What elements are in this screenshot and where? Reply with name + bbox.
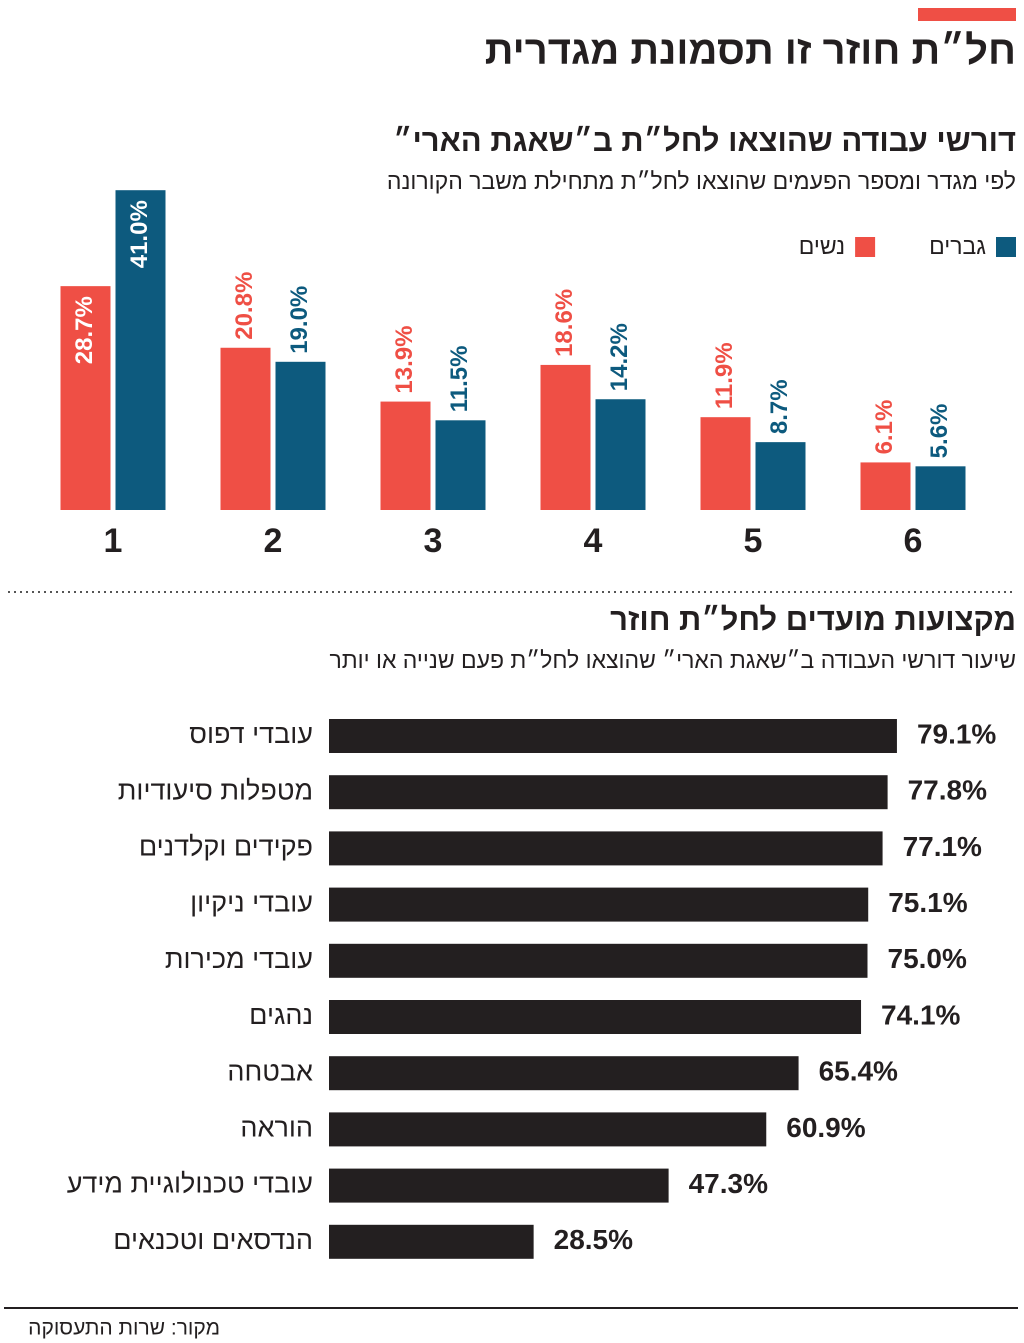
- source: מקור: שרות התעסוקה: [28, 1317, 220, 1340]
- category-label: הנדסאים וטכנאים: [113, 1225, 313, 1255]
- x-tick-label: 2: [264, 522, 283, 560]
- value-label: 11.9%: [711, 342, 738, 409]
- value-label: 5.6%: [926, 404, 953, 459]
- legend-label: גברים: [929, 233, 986, 259]
- value-label: 28.7%: [71, 296, 98, 364]
- value-label: 11.5%: [446, 346, 473, 413]
- category-label: עובדי מכירות: [165, 944, 313, 974]
- chart-subtitle: שיעור דורשי העבודה ב״שאגת הארי״ שהוצאו ל…: [329, 647, 1016, 673]
- page-title: חל״ת חוזר זו תסמונת מגדרית: [485, 29, 1016, 73]
- bar: [220, 347, 271, 510]
- bar: [329, 719, 897, 753]
- bar: [700, 417, 751, 510]
- bar: [329, 1168, 669, 1203]
- category-label: הוראה: [240, 1113, 313, 1143]
- legend-swatch: [855, 237, 876, 257]
- value-label: 65.4%: [819, 1056, 898, 1087]
- bar: [595, 399, 646, 510]
- value-label: 75.1%: [888, 887, 967, 918]
- bar: [860, 462, 911, 510]
- legend-swatch: [996, 237, 1016, 257]
- chart-subtitle: לפי מגדר ומספר הפעמים שהוצאו לחל״ת מתחיל…: [387, 168, 1016, 194]
- bar: [915, 466, 966, 510]
- value-label: 20.8%: [231, 272, 258, 340]
- bar: [329, 887, 869, 922]
- value-label: 19.0%: [286, 286, 313, 354]
- category-label: עובדי דפוס: [189, 719, 313, 749]
- x-tick-label: 5: [744, 522, 763, 560]
- legend-label: נשים: [799, 233, 845, 259]
- value-label: 79.1%: [917, 718, 996, 749]
- value-label: 14.2%: [606, 323, 633, 391]
- accent-bar: [918, 8, 1016, 21]
- value-label: 28.5%: [554, 1224, 633, 1255]
- bar: [115, 190, 166, 510]
- value-label: 47.3%: [689, 1168, 768, 1199]
- category-label: מטפלות סיעודיות: [118, 775, 313, 805]
- bar: [329, 1056, 799, 1091]
- value-label: 74.1%: [881, 999, 960, 1030]
- category-label: נהגים: [249, 1000, 313, 1030]
- bar: [329, 1224, 534, 1259]
- x-tick-label: 6: [904, 522, 923, 560]
- bar: [329, 831, 883, 866]
- value-label: 60.9%: [786, 1112, 865, 1143]
- chart-title: דורשי עבודה שהוצאו לחל״ת ב״שאגת הארי״: [393, 123, 1016, 158]
- x-tick-label: 4: [584, 522, 603, 560]
- bar: [755, 442, 806, 510]
- bar: [329, 1000, 862, 1034]
- bar: [329, 1112, 767, 1147]
- value-label: 41.0%: [126, 200, 153, 268]
- category-label: פקידים וקלדנים: [139, 832, 313, 862]
- value-label: 6.1%: [871, 400, 898, 455]
- x-tick-label: 3: [424, 522, 443, 560]
- bar: [60, 286, 111, 510]
- value-label: 13.9%: [391, 326, 418, 394]
- chart-title: מקצועות מועדים לחל״ת חוזר: [610, 602, 1016, 637]
- value-label: 8.7%: [766, 379, 793, 434]
- bar: [329, 943, 868, 978]
- bar: [329, 775, 888, 810]
- category-label: עובדי ניקיון: [190, 888, 313, 918]
- category-label: אבטחה: [227, 1056, 313, 1086]
- bar: [380, 401, 431, 510]
- value-label: 77.8%: [908, 775, 987, 806]
- value-label: 77.1%: [903, 831, 982, 862]
- bar: [435, 420, 486, 510]
- x-tick-label: 1: [104, 522, 123, 560]
- category-label: עובדי טכנולוגיית מידע: [67, 1169, 313, 1199]
- bar: [275, 361, 326, 510]
- value-label: 18.6%: [551, 289, 578, 357]
- bar: [540, 364, 591, 510]
- value-label: 75.0%: [888, 943, 967, 974]
